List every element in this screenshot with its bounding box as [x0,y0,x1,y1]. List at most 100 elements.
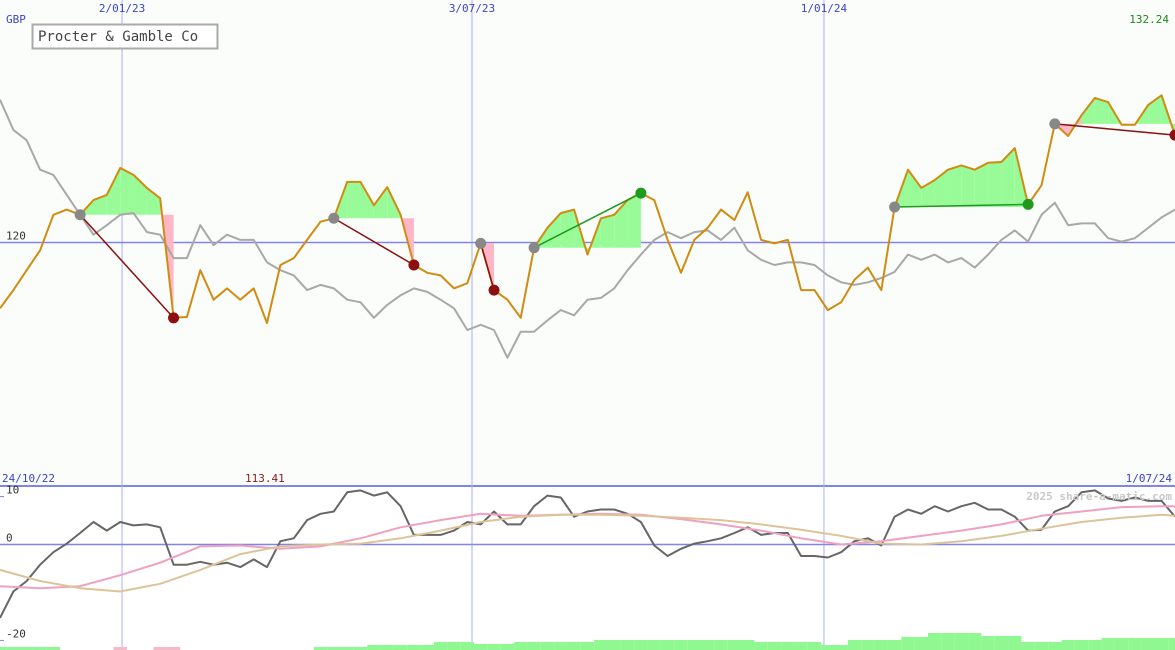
bar [981,636,995,650]
bar [620,640,635,650]
trade-shade [1081,97,1095,124]
trade-shade [347,181,361,219]
trade-entry [889,201,901,213]
bar [874,640,888,650]
trade-line [533,192,642,249]
trade-shade [106,168,121,215]
chart-title: Procter & Gamble Co [38,29,198,45]
bar [941,633,955,650]
bar [1128,638,1142,650]
bar [1061,640,1075,650]
bar [1088,640,1102,650]
bar [1074,640,1089,650]
bar [580,642,595,650]
bar [914,637,928,650]
bar [487,644,501,650]
trade-exit [1022,198,1034,210]
x-tick-label: 1/01/24 [801,2,848,15]
trade-shade [1001,148,1015,207]
trade-shade [1094,97,1109,124]
trade-entry [475,237,487,249]
trade-exit [488,284,500,296]
trade-shade [360,181,374,219]
bar [554,642,568,650]
trade-exit [408,259,420,271]
bar [6,647,21,650]
bar [887,640,902,650]
bar [514,642,528,650]
trade-shade [560,209,575,248]
bar [861,640,875,650]
bar [1021,642,1035,650]
trade-exit [1169,129,1175,141]
bar [927,633,942,650]
bar [727,640,742,650]
trade-shade [948,165,962,207]
bar [594,640,608,650]
bar [420,645,434,650]
series-line [0,94,1175,324]
bar [994,636,1009,650]
bar [313,647,328,650]
last-price-label: 132.24 [1129,13,1169,26]
bar [781,642,795,650]
title-box [31,23,219,50]
trade-shade [961,165,975,207]
bar [0,647,7,650]
watermark: 2025 share-a-matic.com [1026,490,1172,503]
bar [447,642,461,650]
bar [1101,638,1115,650]
bar [1141,638,1155,650]
y-tick-label: 120 [6,230,26,243]
trade-exit [168,312,180,324]
bar [474,644,488,650]
trade-line [894,203,1029,208]
trade-shade [934,169,949,207]
bar [901,637,915,650]
trade-exit [635,187,647,199]
bar [807,642,822,650]
bar [46,647,61,650]
bar [500,644,515,650]
trade-line [479,243,495,291]
bar [353,647,368,650]
bar [794,642,808,650]
bar [767,642,782,650]
series-line [0,99,1175,359]
trade-shade [627,193,641,248]
bar [634,640,648,650]
bar [687,640,701,650]
trade-entry [1049,118,1061,130]
bar [1034,642,1049,650]
trade-line [333,217,415,266]
trade-line [1054,123,1175,136]
bar [714,640,728,650]
bar [380,645,394,650]
x-tick-label: 2/01/23 [99,2,145,15]
trade-shade [600,214,615,248]
bar [741,640,755,650]
bar [153,647,167,650]
bar [754,642,768,650]
bar [166,647,181,650]
y-tick-label: 0 [6,532,13,545]
bar [113,647,127,650]
bar [821,645,835,650]
x-start-label: 24/10/22 [2,472,55,485]
bar [834,645,848,650]
x-end-label: 1/07/24 [1126,472,1173,485]
bar [847,640,862,650]
bar [700,640,715,650]
x-tick-label: 3/07/23 [449,2,495,15]
trade-entry [328,212,340,224]
bar [33,647,47,650]
trade-shade [373,187,388,219]
bar [367,645,381,650]
bar [1168,638,1175,650]
trade-shade [974,162,989,207]
bar [340,647,354,650]
trade-shade [988,161,1002,207]
series-line [0,489,1175,619]
bar [1114,638,1129,650]
